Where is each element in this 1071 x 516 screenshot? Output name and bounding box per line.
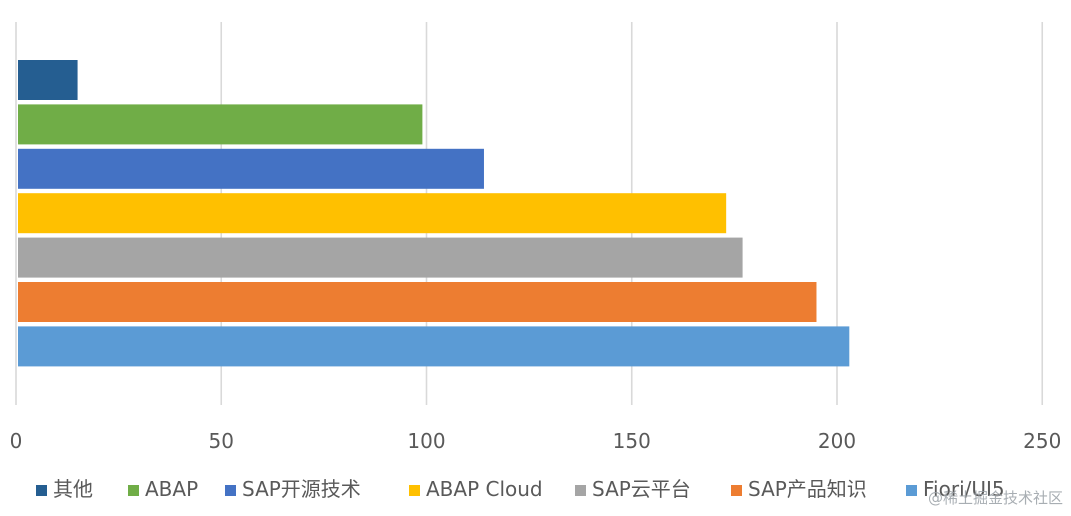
x-tick-label: 50 (209, 429, 234, 453)
x-tick-label: 200 (818, 429, 856, 453)
legend-label: ABAP (145, 477, 198, 501)
legend-label: SAP产品知识 (748, 477, 867, 501)
legend-item: SAP云平台 (575, 477, 691, 501)
bar (18, 326, 850, 367)
legend-label: SAP云平台 (592, 477, 691, 501)
legend-item: 其他 (36, 477, 93, 501)
bar (18, 104, 423, 145)
legend-swatch (36, 485, 47, 496)
legend-swatch (128, 485, 139, 496)
x-tick-labels: 0 50 100 150 200 250 (10, 429, 1062, 453)
bar (18, 282, 817, 322)
legend-label: Fiori/UI5 (923, 477, 1005, 501)
legend-item: Fiori/UI5 (906, 477, 1005, 501)
legend-swatch (575, 485, 586, 496)
bar (18, 237, 743, 278)
legend-label: SAP开源技术 (242, 477, 361, 501)
bars (18, 60, 850, 367)
watermark: @稀土掘金技术社区 (927, 489, 1063, 507)
bar (18, 60, 78, 100)
legend: 其他 ABAP SAP开源技术 ABAP Cloud SAP云平台 SAP产品知识 Fior… (36, 477, 1005, 501)
x-tick-label: 0 (10, 429, 23, 453)
x-tick-label: 100 (407, 429, 445, 453)
legend-swatch (731, 485, 742, 496)
x-tick-label: 250 (1023, 429, 1061, 453)
legend-item: SAP产品知识 (731, 477, 867, 501)
legend-label: ABAP Cloud (426, 477, 543, 501)
legend-label: 其他 (53, 477, 93, 501)
bar (18, 148, 484, 189)
legend-swatch (906, 485, 917, 496)
legend-item: ABAP (128, 477, 198, 501)
legend-swatch (225, 485, 236, 496)
legend-item: SAP开源技术 (225, 477, 361, 501)
legend-swatch (409, 485, 420, 496)
x-tick-label: 150 (613, 429, 651, 453)
legend-item: ABAP Cloud (409, 477, 543, 501)
bar (18, 193, 727, 234)
